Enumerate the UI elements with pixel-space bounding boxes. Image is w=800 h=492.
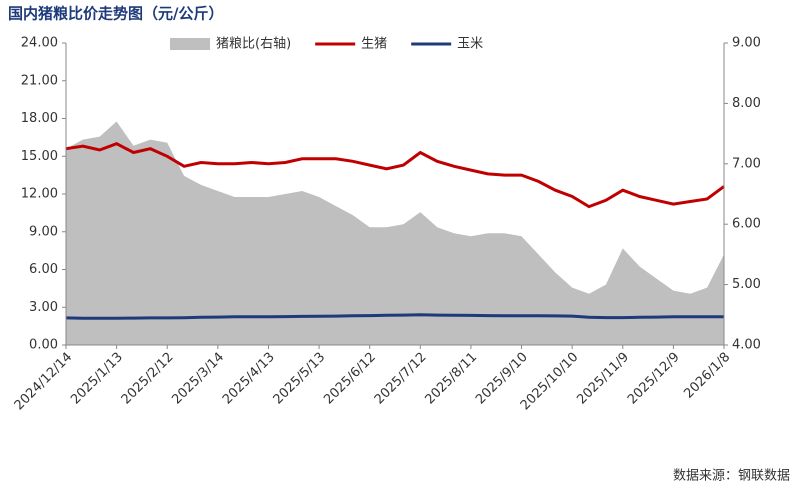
y2-tick-label: 9.00 [732,36,761,51]
y2-tick-label: 7.00 [732,156,761,171]
y-tick-label: 15.00 [21,149,58,164]
legend-swatch [170,38,210,50]
y-tick-label: 6.00 [29,262,58,277]
x-tick-label: 2025/7/12 [372,350,430,408]
source: 数据来源：钢联数据 [673,469,790,484]
y-tick-label: 24.00 [21,36,58,51]
x-tick-label: 2025/3/14 [169,350,227,408]
y2-tick-label: 4.00 [732,338,761,353]
legend-label: 玉米 [457,37,483,52]
legend-label: 猪粮比(右轴) [216,37,291,52]
x-tick-label: 2025/11/9 [574,350,632,408]
y-tick-label: 3.00 [29,300,58,315]
x-tick-label: 2025/1/13 [68,350,126,408]
y2-tick-label: 8.00 [732,96,761,111]
x-tick-label: 2025/6/12 [321,350,379,408]
y-tick-label: 12.00 [21,187,58,202]
x-tick-label: 2025/4/13 [220,350,278,408]
x-tick-label: 2025/8/11 [422,350,480,408]
x-tick-label: 2025/5/13 [271,350,329,408]
y-tick-label: 18.00 [21,111,58,126]
y-tick-label: 9.00 [29,224,58,239]
area [66,121,724,345]
chart-title: 国内猪粮比价走势图（元/公斤） [8,5,223,23]
y2-tick-label: 6.00 [732,217,761,232]
x-tick-label: 2024/12/14 [12,350,76,414]
line [65,142,725,209]
x-tick-label: 2025/12/9 [625,350,683,408]
x-tick-label: 2025/2/12 [119,350,177,408]
y-tick-label: 0.00 [29,338,58,353]
y2-tick-label: 5.00 [732,277,761,292]
line [65,313,724,320]
y-tick-label: 21.00 [21,73,58,88]
legend-label: 生猪 [361,37,387,52]
x-tick-label: 2026/1/8 [681,350,733,402]
